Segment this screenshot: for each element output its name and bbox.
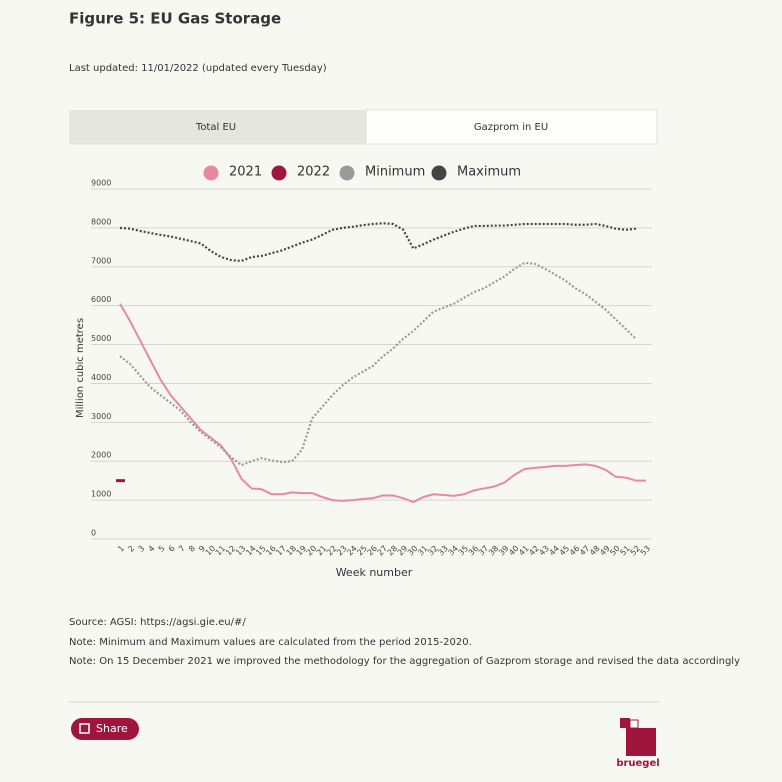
y-tick-label: 8000 (91, 217, 111, 226)
y-tick-label: 9000 (91, 179, 111, 188)
legend-marker (431, 165, 447, 181)
y-tick-label: 6000 (91, 295, 111, 304)
tab-label[interactable]: Gazprom in EU (474, 122, 548, 133)
x-tick-label: 3 (136, 544, 146, 554)
tab[interactable] (69, 110, 366, 144)
y-tick-label: 5000 (91, 334, 111, 343)
y-tick-label: 0 (91, 529, 96, 538)
share-icon (79, 723, 90, 734)
logo-text: bruegel (616, 758, 659, 769)
note: Source: AGSI: https://agsi.gie.eu/#/ (69, 617, 246, 628)
legend-marker (339, 165, 355, 181)
title: Figure 5: EU Gas Storage (69, 10, 281, 28)
y-axis-label: Million cubic metres (75, 318, 86, 418)
y-tick-label: 3000 (91, 412, 111, 421)
x-tick-label: 2 (126, 544, 136, 554)
y-tick-label: 4000 (91, 373, 111, 382)
logo-square (629, 719, 639, 729)
note: Note: On 15 December 2021 we improved th… (69, 656, 740, 667)
series-line (119, 222, 637, 263)
series-line (119, 261, 637, 467)
x-tick-label: 1 (116, 544, 126, 554)
updated: Last updated: 11/01/2022 (updated every … (69, 63, 327, 74)
legend-marker (203, 165, 219, 181)
x-tick-label: 4 (147, 544, 157, 554)
note: Note: Minimum and Maximum values are cal… (69, 637, 472, 648)
logo-square (626, 728, 656, 756)
tab-active[interactable] (365, 109, 658, 145)
x-axis-label: Week number (336, 566, 413, 579)
series-line (119, 303, 646, 504)
share-label[interactable]: Share (96, 722, 128, 735)
y-tick-label: 2000 (91, 451, 111, 460)
legend-marker (271, 165, 287, 181)
legend-label: Maximum (457, 165, 521, 180)
x-tick-label: 9 (197, 544, 207, 554)
x-tick-label: 53 (639, 544, 653, 558)
logo-square (620, 718, 630, 728)
legend-label: 2021 (229, 165, 262, 180)
x-tick-label: 8 (187, 544, 197, 554)
tab-label[interactable]: Total EU (195, 122, 236, 133)
legend-label: Minimum (365, 165, 425, 180)
x-tick-label: 6 (167, 544, 177, 554)
y-tick-label: 1000 (91, 490, 111, 499)
legend-label: 2022 (297, 165, 330, 180)
x-tick-label: 7 (177, 544, 187, 554)
y-tick-label: 7000 (91, 256, 111, 265)
x-tick-label: 5 (157, 544, 167, 554)
